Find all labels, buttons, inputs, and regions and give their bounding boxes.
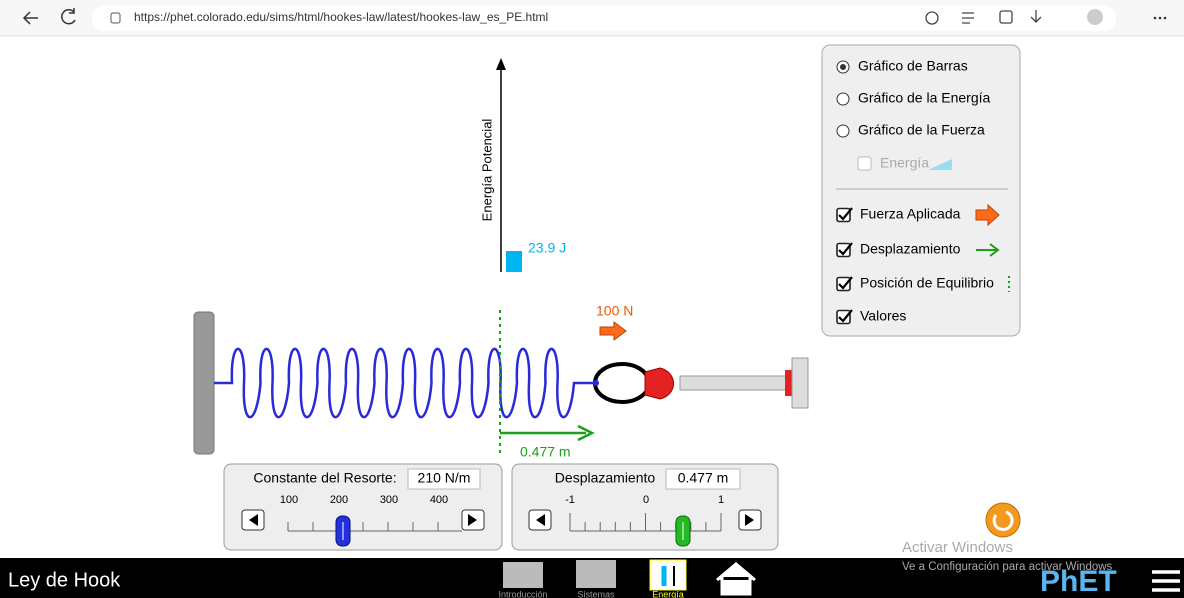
- control-value: 210 N/m: [418, 470, 471, 486]
- checkbox-label[interactable]: Desplazamiento: [860, 241, 961, 257]
- radio-label[interactable]: Gráfico de la Energía: [858, 90, 991, 106]
- slider-tick-label: 1: [718, 494, 724, 506]
- energy-bar: [506, 251, 522, 272]
- radio-label[interactable]: Gráfico de la Fuerza: [858, 122, 985, 138]
- spring: [214, 349, 594, 417]
- screen-label[interactable]: Energía: [652, 589, 684, 598]
- axis-arrow: [496, 58, 506, 70]
- slider-tick-label: 400: [430, 494, 448, 506]
- url[interactable]: https://phet.colorado.edu/sims/html/hook…: [134, 10, 548, 24]
- arm-base: [792, 358, 808, 408]
- control-label: Desplazamiento: [555, 470, 656, 486]
- radio[interactable]: [837, 125, 849, 137]
- hook-node: [593, 380, 599, 386]
- radio-group: Gráfico de Barras Gráfico de la Energía …: [837, 58, 991, 138]
- watermark-title: Activar Windows: [902, 539, 1013, 556]
- checkbox-label[interactable]: Fuerza Aplicada: [860, 206, 961, 222]
- checkbox-label[interactable]: Valores: [860, 308, 906, 324]
- slider-tick-label: 300: [380, 494, 398, 506]
- page: Ley de Hook {"browser": {"url": "https:/…: [0, 0, 1184, 598]
- displacement-value: 0.477 m: [520, 444, 571, 460]
- screen-icon-selected[interactable]: [650, 560, 686, 590]
- control-label: Constante del Resorte:: [253, 470, 396, 486]
- force-value: 100 N: [596, 303, 633, 319]
- control-value: 0.477 m: [678, 470, 729, 486]
- reset-button[interactable]: [986, 503, 1020, 537]
- wall: [194, 312, 214, 454]
- body: https://phet.colorado.edu/sims/html/hook…: [0, 0, 1184, 598]
- slider-tick-label: 0: [643, 494, 649, 506]
- options-panel: [822, 45, 1020, 336]
- screen: https://phet.colorado.edu/sims/html/hook…: [0, 0, 1184, 598]
- grabber[interactable]: [645, 368, 674, 399]
- radio-label[interactable]: Gráfico de Barras: [858, 58, 968, 74]
- slider-tick-label: 200: [330, 494, 348, 506]
- robot-arm: [680, 376, 792, 390]
- radio[interactable]: [837, 93, 849, 105]
- profile-icon[interactable]: [1087, 9, 1103, 25]
- screen-label[interactable]: Introducción: [498, 589, 547, 598]
- force-arrow: [600, 322, 626, 340]
- slider-tick-label: 100: [280, 494, 298, 506]
- radio-dot: [840, 64, 846, 70]
- checkbox-disabled: [858, 157, 871, 170]
- checkbox-label[interactable]: Posición de Equilibrio: [860, 275, 994, 291]
- slider-tick-label: -1: [565, 494, 575, 506]
- screen-icon[interactable]: [576, 560, 616, 588]
- screen-icon[interactable]: [503, 562, 543, 588]
- axis-label: Energía Potencial: [479, 119, 494, 222]
- screen-label[interactable]: Sistemas: [577, 589, 615, 598]
- phet-logo[interactable]: PhET: [1040, 565, 1117, 598]
- energy-option: Energía: [880, 155, 929, 171]
- energy-value: 23.9 J: [528, 240, 566, 256]
- sim-title: Ley de Hook: [8, 569, 121, 591]
- menu-dots[interactable]: [1154, 17, 1167, 20]
- hook-ring: [595, 364, 649, 402]
